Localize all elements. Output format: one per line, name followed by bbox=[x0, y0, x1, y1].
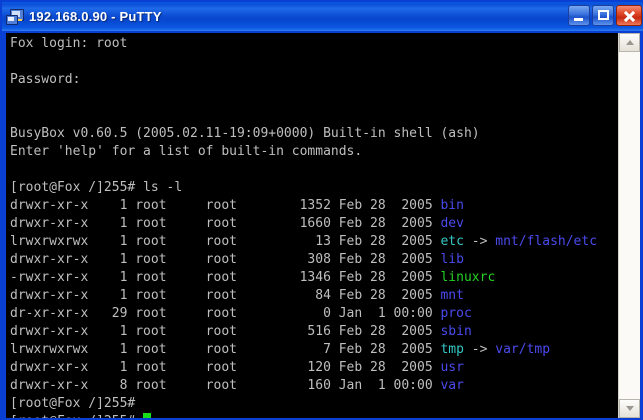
scroll-up-button[interactable] bbox=[619, 33, 640, 52]
listing-meta: drwxr-xr-x 1 root root bbox=[10, 216, 237, 231]
listing-size-date: 1660 Feb 28 2005 bbox=[236, 216, 441, 231]
listing-meta: drwxr-xr-x 8 root root bbox=[10, 378, 237, 393]
listing-meta: drwxr-xr-x 1 root root bbox=[10, 252, 237, 267]
listing-name: mnt bbox=[440, 288, 464, 303]
listing-row: lrwxrwxrwx 1 root root 13 Feb 28 2005 et… bbox=[10, 233, 597, 251]
listing-size-date: 308 Feb 28 2005 bbox=[236, 252, 441, 267]
listing-row: drwxr-xr-x 1 root root 1660 Feb 28 2005 … bbox=[10, 215, 597, 233]
listing-name: var bbox=[440, 378, 464, 393]
listing-size-date: 7 Feb 28 2005 bbox=[236, 342, 441, 357]
listing-row: drwxr-xr-x 1 root root 516 Feb 28 2005 s… bbox=[10, 323, 597, 341]
listing-row: drwxr-xr-x 1 root root 308 Feb 28 2005 l… bbox=[10, 251, 597, 269]
listing-meta: lrwxrwxrwx 1 root root bbox=[10, 234, 237, 249]
listing-size-date: 120 Feb 28 2005 bbox=[236, 360, 441, 375]
listing-name: proc bbox=[440, 306, 472, 321]
title-bar[interactable]: 192.168.0.90 - PuTTY bbox=[2, 2, 643, 31]
prompt-line-active: [root@Fox /]255# bbox=[10, 413, 597, 418]
chevron-down-icon bbox=[625, 406, 634, 411]
listing-row: drwxr-xr-x 1 root root 1352 Feb 28 2005 … bbox=[10, 197, 597, 215]
listing-row: drwxr-xr-x 1 root root 120 Feb 28 2005 u… bbox=[10, 359, 597, 377]
listing-name: usr bbox=[440, 360, 464, 375]
minimize-icon bbox=[574, 18, 583, 21]
listing-meta: drwxr-xr-x 1 root root bbox=[10, 288, 237, 303]
blank-line bbox=[10, 89, 597, 107]
listing-meta: -rwxr-xr-x 1 root root bbox=[10, 270, 237, 285]
listing-size-date: 13 Feb 28 2005 bbox=[236, 234, 441, 249]
blank-line bbox=[10, 53, 597, 71]
listing-size-date: 160 Jan 1 00:00 bbox=[236, 378, 441, 393]
listing-row: drwxr-xr-x 1 root root 84 Feb 28 2005 mn… bbox=[10, 287, 597, 305]
listing-size-date: 516 Feb 28 2005 bbox=[236, 324, 441, 339]
listing-size-date: 84 Feb 28 2005 bbox=[236, 288, 441, 303]
maximize-icon bbox=[598, 10, 609, 20]
listing-name: linuxrc bbox=[440, 270, 496, 285]
listing-row: dr-xr-xr-x 29 root root 0 Jan 1 00:00 pr… bbox=[10, 305, 597, 323]
listing-name: dev bbox=[440, 216, 464, 231]
window-controls bbox=[568, 5, 642, 26]
close-icon bbox=[617, 6, 641, 25]
listing-meta: drwxr-xr-x 1 root root bbox=[10, 360, 237, 375]
symlink-target: mnt/flash/etc bbox=[495, 234, 598, 249]
listing-row: -rwxr-xr-x 1 root root 1346 Feb 28 2005 … bbox=[10, 269, 597, 287]
listing-meta: lrwxrwxrwx 1 root root bbox=[10, 342, 237, 357]
listing-row: lrwxrwxrwx 1 root root 7 Feb 28 2005 tmp… bbox=[10, 341, 597, 359]
terminal-cursor bbox=[143, 413, 152, 418]
listing-name: tmp bbox=[440, 342, 464, 357]
terminal-text: Fox login: root Password: BusyBox v0.60.5 … bbox=[10, 35, 597, 418]
symlink-arrow: -> bbox=[463, 342, 496, 357]
close-button[interactable] bbox=[616, 5, 642, 26]
shell-prompt: [root@Fox /]255# bbox=[10, 396, 136, 411]
shell-command: ls -l bbox=[143, 180, 183, 195]
symlink-arrow: -> bbox=[463, 234, 496, 249]
terminal-screen[interactable]: Fox login: root Password: BusyBox v0.60.5 … bbox=[6, 33, 618, 418]
listing-meta: drwxr-xr-x 1 root root bbox=[10, 324, 237, 339]
blank-line bbox=[10, 161, 597, 179]
prompt-line: [root@Fox /]255# bbox=[10, 395, 597, 413]
listing-name: bin bbox=[440, 198, 464, 213]
listing-meta: drwxr-xr-x 1 root root bbox=[10, 198, 237, 213]
blank-line bbox=[10, 107, 597, 125]
listing-name: sbin bbox=[440, 324, 472, 339]
password-line: Password: bbox=[10, 72, 81, 87]
command-line: [root@Fox /]255# ls -l bbox=[10, 179, 597, 197]
listing-size-date: 0 Jan 1 00:00 bbox=[236, 306, 441, 321]
minimize-button[interactable] bbox=[568, 5, 590, 26]
putty-computer-icon bbox=[6, 8, 24, 26]
scroll-down-button[interactable] bbox=[619, 399, 640, 418]
listing-row: drwxr-xr-x 8 root root 160 Jan 1 00:00 v… bbox=[10, 377, 597, 395]
symlink-target: var/tmp bbox=[495, 342, 551, 357]
listing-name: lib bbox=[440, 252, 464, 267]
listing-name: etc bbox=[440, 234, 464, 249]
busybox-banner: BusyBox v0.60.5 (2005.02.11-19:09+0000) … bbox=[10, 126, 480, 141]
listing-size-date: 1352 Feb 28 2005 bbox=[236, 198, 441, 213]
login-line: Fox login: root bbox=[10, 36, 128, 51]
chevron-up-icon bbox=[625, 40, 634, 45]
shell-prompt: [root@Fox /]255# bbox=[10, 414, 143, 418]
window-title: 192.168.0.90 - PuTTY bbox=[29, 9, 162, 24]
terminal-scrollbar[interactable] bbox=[618, 33, 640, 418]
listing-size-date: 1346 Feb 28 2005 bbox=[236, 270, 441, 285]
shell-prompt: [root@Fox /]255# bbox=[10, 180, 144, 195]
maximize-button[interactable] bbox=[592, 5, 614, 26]
help-line: Enter 'help' for a list of built-in comm… bbox=[10, 144, 363, 159]
scrollbar-track[interactable] bbox=[619, 52, 640, 399]
listing-meta: dr-xr-xr-x 29 root root bbox=[10, 306, 237, 321]
